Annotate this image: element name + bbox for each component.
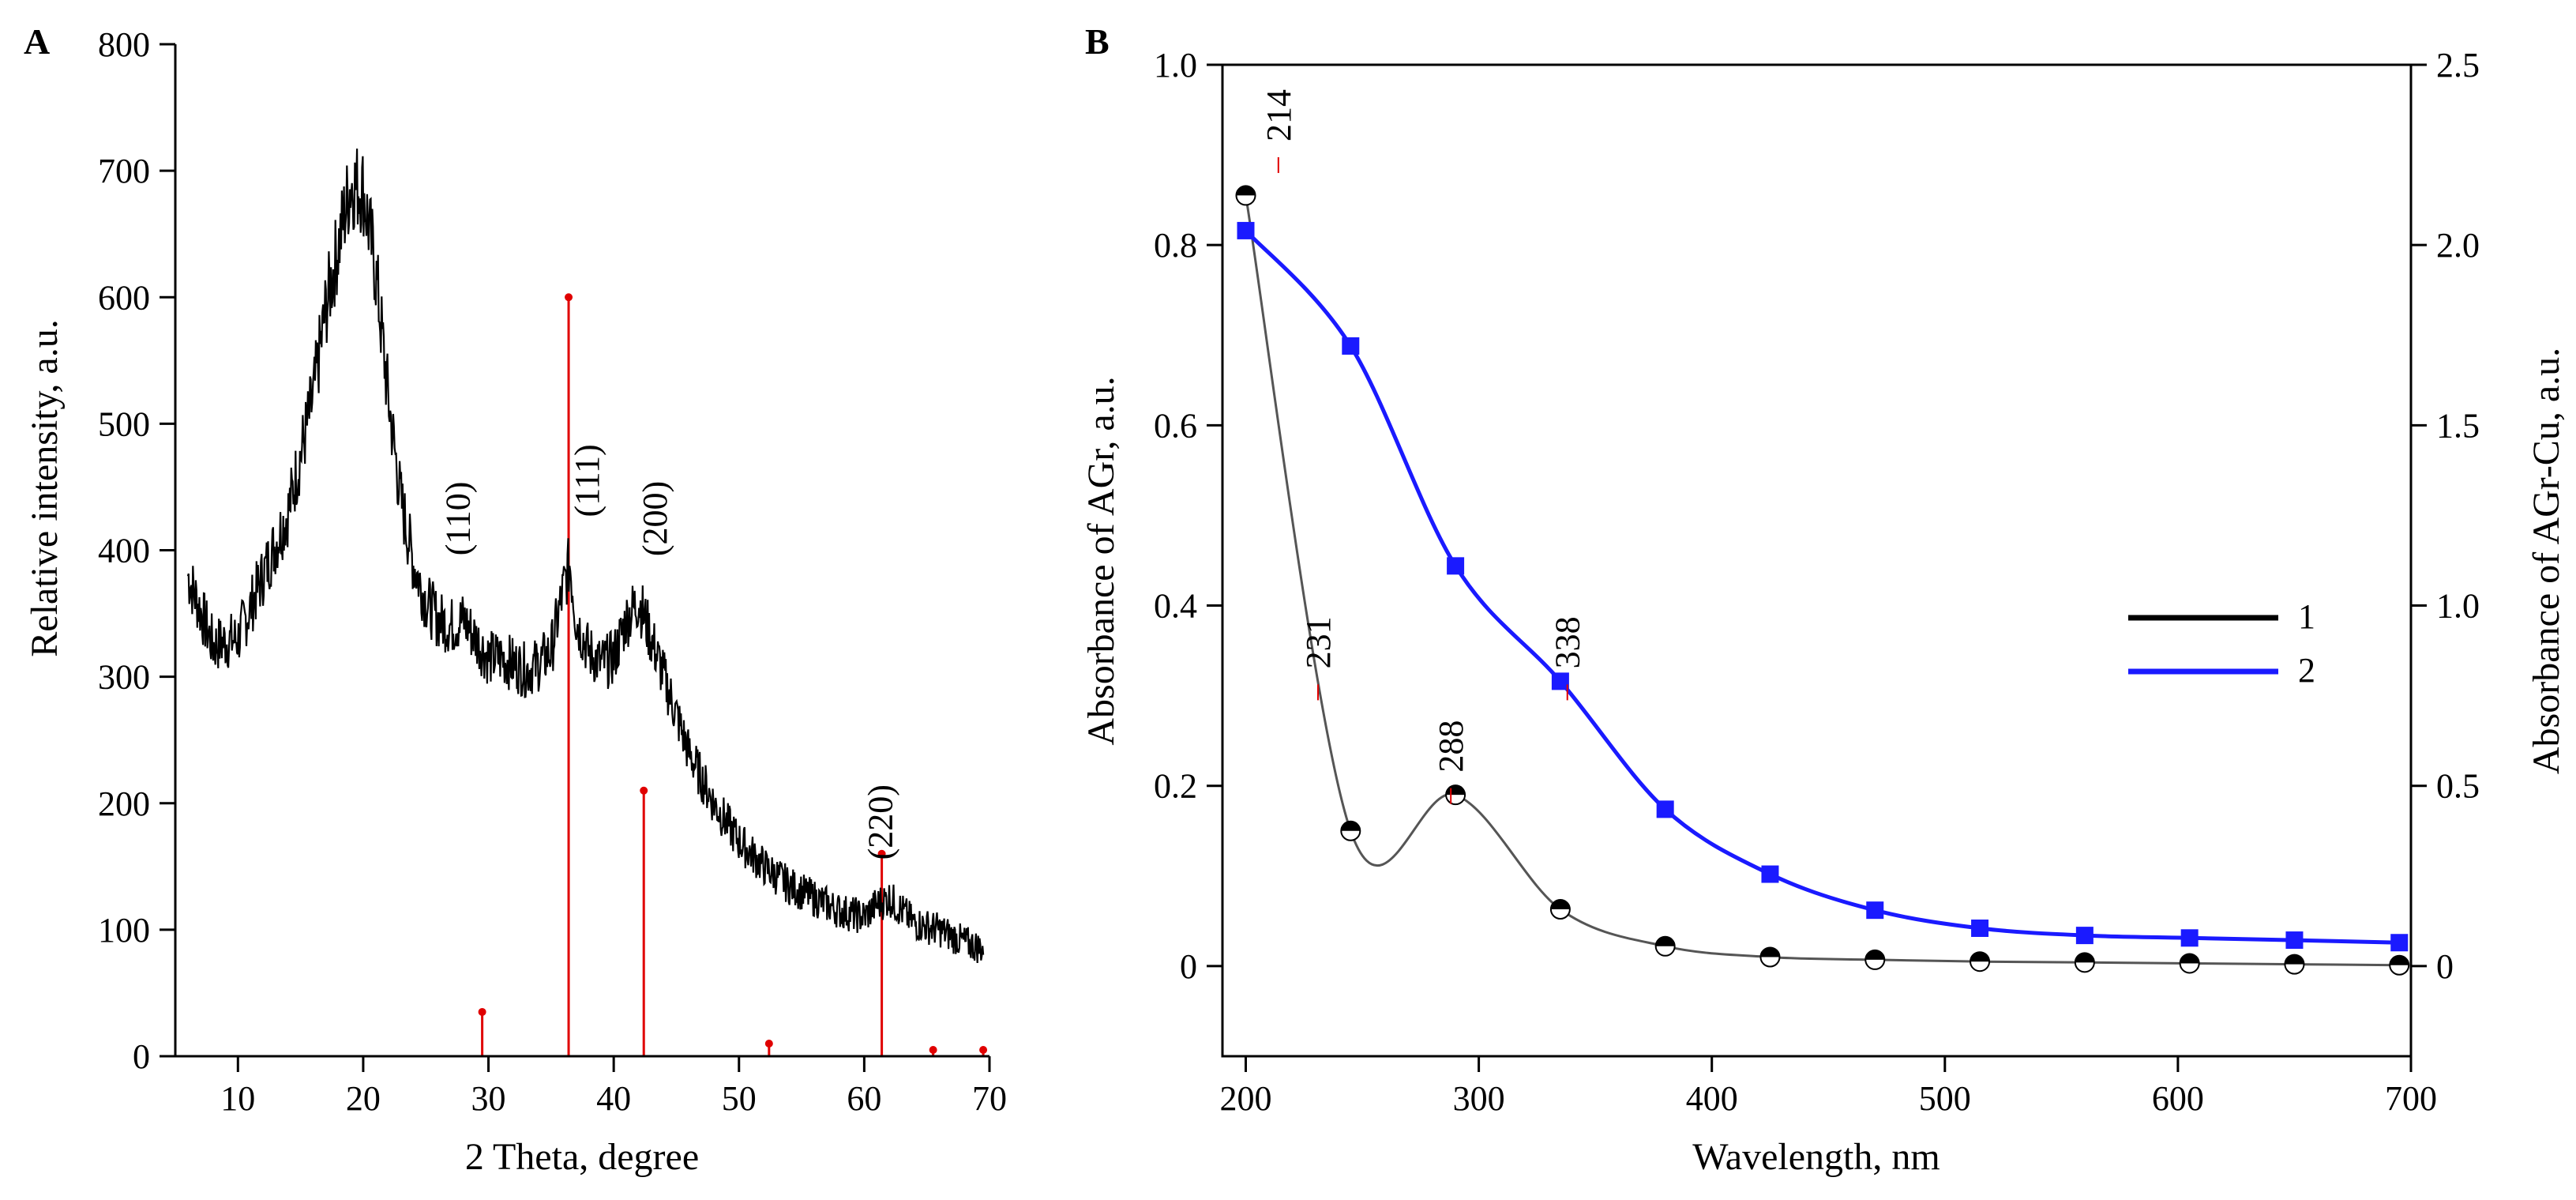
panel-b-y2-tick-label: 0 xyxy=(2436,947,2454,986)
legend-label-2: 2 xyxy=(2298,651,2315,690)
panel-a-y-tick-label: 300 xyxy=(98,658,150,697)
series-1-marker-fill xyxy=(1446,785,1466,796)
panel-b-y2-tick-label: 0.5 xyxy=(2436,767,2480,806)
series-1-marker-fill xyxy=(2390,955,2409,965)
panel-a-y-tick-label: 800 xyxy=(98,25,150,64)
wavelength-annotation: 288 xyxy=(1432,720,1470,773)
panel-a-x-tick-label: 40 xyxy=(596,1079,631,1118)
panel-a-y-tick-label: 0 xyxy=(133,1037,150,1076)
series-1-line xyxy=(1245,195,2400,967)
panel-b-x-tick-label: 300 xyxy=(1453,1079,1505,1118)
series-2-marker xyxy=(1551,672,1569,690)
series-1-marker-fill xyxy=(2285,954,2304,965)
panel-a-x-tick-label: 30 xyxy=(471,1079,506,1118)
reference-stick-marker xyxy=(565,293,573,302)
panel-a-x-axis-label: 2 Theta, degree xyxy=(465,1136,699,1178)
series-2-marker xyxy=(1656,800,1674,818)
wavelength-annotation: 214 xyxy=(1260,89,1298,141)
series-1-marker-fill xyxy=(1341,821,1361,831)
reference-stick-marker xyxy=(640,786,648,795)
wavelength-annotation: 338 xyxy=(1549,616,1587,668)
series-2-marker xyxy=(1866,901,1884,920)
panel-b-y2-tick-label: 2.5 xyxy=(2436,46,2480,85)
reference-stick-marker xyxy=(979,1045,988,1054)
panel-b-x-tick-label: 500 xyxy=(1919,1079,1971,1118)
series-1-marker-fill xyxy=(2180,954,2199,964)
series-1-marker-fill xyxy=(1865,950,1885,960)
panel-b-y-tick-label: 0.8 xyxy=(1154,226,1197,265)
peak-annotation: (111) xyxy=(568,444,606,517)
panel-a-x-tick-label: 50 xyxy=(722,1079,757,1118)
panel-b-y2-tick-label: 1.5 xyxy=(2436,406,2480,445)
series-2-marker xyxy=(1971,919,1989,937)
panel-b-x-axis-label: Wavelength, nm xyxy=(1692,1136,1940,1178)
panel-b-y-tick-label: 0.2 xyxy=(1154,767,1197,806)
panel-a-y-tick-label: 600 xyxy=(98,278,150,317)
panel-b-x-tick-label: 400 xyxy=(1686,1079,1738,1118)
panel-b-y-axis-label: Absorbance of AGr, a.u. xyxy=(1080,376,1122,745)
series-2-marker xyxy=(1237,221,1255,239)
reference-stick-marker xyxy=(929,1045,937,1054)
panel-b-y-tick-label: 0.4 xyxy=(1154,587,1197,626)
panel-b-y-tick-label: 0.6 xyxy=(1154,406,1197,445)
panel-b-x-tick-label: 600 xyxy=(2152,1079,2204,1118)
peak-annotation: (200) xyxy=(636,481,674,556)
reference-stick-marker xyxy=(877,849,886,858)
panel-b-label: B xyxy=(1085,21,1110,62)
series-2-line xyxy=(1244,229,2400,945)
panel-b-y2-axis-label: Absorbance of AGr-Cu, a.u. xyxy=(2525,348,2567,774)
series-2-marker xyxy=(2075,927,2093,945)
panel-a-y-tick-label: 700 xyxy=(98,152,150,190)
reference-stick-marker xyxy=(764,1039,773,1048)
panel-b-y-tick-label: 1.0 xyxy=(1154,46,1197,85)
panel-b-y2-tick-label: 2.0 xyxy=(2436,226,2480,265)
xrd-pattern-line xyxy=(186,149,985,964)
panel-b-x-tick-label: 200 xyxy=(1220,1079,1272,1118)
series-1-marker-fill xyxy=(1970,952,1990,962)
panel-a-y-tick-label: 500 xyxy=(98,404,150,443)
panel-b-y-tick-label: 0 xyxy=(1180,947,1197,986)
peak-annotation: (110) xyxy=(439,482,478,556)
series-1-marker-fill xyxy=(2075,953,2094,963)
panel-b-plot-frame xyxy=(1221,63,2413,1058)
panel-a-x-tick-label: 70 xyxy=(972,1079,1007,1118)
series-1-marker-fill xyxy=(1760,947,1780,957)
series-1-marker-fill xyxy=(1550,900,1570,910)
panel-a-y-tick-label: 100 xyxy=(98,911,150,950)
series-2-marker xyxy=(2390,934,2409,952)
panel-a-x-tick-label: 20 xyxy=(346,1079,381,1118)
panel-b-x-tick-label: 700 xyxy=(2385,1079,2437,1118)
series-2-marker xyxy=(2180,929,2199,947)
series-2-marker xyxy=(2285,931,2304,950)
panel-a-label: A xyxy=(24,21,50,62)
panel-a-y-tick-label: 200 xyxy=(98,784,150,823)
panel-a-y-tick-label: 400 xyxy=(98,532,150,570)
series-1-marker-fill xyxy=(1655,936,1675,946)
series-2-marker xyxy=(1342,337,1360,355)
panel-b-y2-tick-label: 1.0 xyxy=(2436,587,2480,626)
panel-b-legend: 1 2 xyxy=(2128,597,2315,690)
panel-b-chart: B 200 300 400 500 600 700 0 0.2 0.4 0.6 0.8 1.0 0 0.5… xyxy=(1080,21,2567,1178)
series-2-marker xyxy=(1447,557,1465,575)
panel-a-y-axis-label: Relative intensity, a.u. xyxy=(24,319,66,656)
reference-stick-marker xyxy=(478,1007,486,1016)
panel-a-x-tick-label: 60 xyxy=(847,1079,881,1118)
series-1-marker-fill xyxy=(1236,186,1256,196)
panel-a-x-tick-label: 10 xyxy=(220,1079,255,1118)
peak-annotation: (220) xyxy=(861,784,899,860)
series-2-marker xyxy=(1761,865,1779,883)
legend-label-1: 1 xyxy=(2298,597,2315,636)
panel-a-chart: A 10 20 30 40 50 60 70010020030040050060070080… xyxy=(24,21,1007,1178)
wavelength-annotation: 231 xyxy=(1299,616,1338,668)
